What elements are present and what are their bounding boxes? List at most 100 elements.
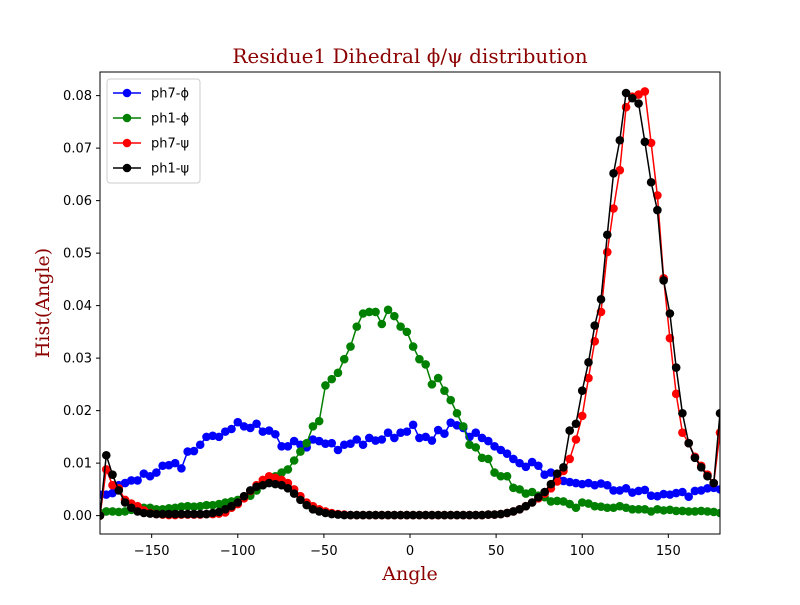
data-point — [252, 419, 261, 429]
data-point — [527, 487, 537, 497]
data-point — [684, 492, 693, 502]
data-point — [289, 436, 299, 446]
data-point — [283, 465, 293, 474]
data-point — [396, 322, 405, 331]
data-point — [383, 305, 393, 315]
data-point — [477, 510, 487, 520]
data-point — [127, 476, 136, 485]
legend: ph7-ϕ ph1-ϕ ph7-ψ ph1-ψ — [106, 78, 201, 184]
data-point — [421, 360, 430, 369]
data-point — [127, 503, 136, 513]
x-tick-label: 50 — [488, 544, 505, 559]
data-point — [440, 386, 449, 395]
data-point — [502, 471, 512, 481]
data-point — [296, 495, 305, 505]
data-point — [565, 454, 575, 464]
data-point — [490, 468, 499, 477]
data-point — [433, 373, 443, 383]
data-point — [715, 485, 720, 494]
data-point — [214, 432, 224, 442]
data-point — [402, 327, 412, 337]
data-point — [283, 442, 293, 451]
data-point — [346, 439, 355, 449]
data-point — [590, 501, 600, 511]
data-point — [615, 135, 625, 145]
data-point — [678, 487, 687, 497]
data-point — [170, 509, 180, 519]
data-point — [108, 507, 117, 516]
data-point — [671, 389, 681, 399]
data-point — [671, 506, 681, 516]
data-point — [665, 309, 675, 318]
data-point — [703, 471, 712, 481]
data-point — [145, 471, 155, 481]
data-point — [465, 510, 474, 520]
data-point — [302, 500, 311, 510]
data-point — [609, 204, 618, 213]
data-point — [415, 354, 424, 364]
data-point — [571, 419, 581, 429]
y-tick-label: 0.00 — [63, 509, 92, 524]
data-point — [346, 342, 355, 351]
data-point — [446, 395, 456, 405]
data-point — [158, 509, 167, 519]
data-point — [596, 295, 606, 304]
data-point — [602, 230, 612, 240]
data-point — [339, 354, 349, 364]
data-point — [659, 506, 668, 515]
data-point — [314, 416, 324, 426]
data-point — [427, 510, 437, 520]
data-point — [390, 433, 399, 443]
data-point — [546, 497, 556, 506]
data-point — [515, 485, 524, 494]
data-point — [690, 486, 700, 496]
data-point — [602, 247, 612, 257]
data-point — [546, 479, 556, 489]
data-point — [283, 484, 293, 493]
series-ph1-ψ — [100, 88, 720, 520]
legend-item: ph1-ψ — [113, 162, 189, 177]
data-point — [577, 386, 587, 395]
data-point — [490, 442, 499, 451]
data-point — [189, 502, 199, 512]
data-point — [552, 496, 562, 506]
data-point — [634, 505, 643, 514]
data-point — [358, 510, 368, 520]
data-point — [189, 446, 199, 456]
data-point — [621, 88, 631, 98]
data-point — [590, 321, 600, 330]
data-point — [471, 428, 481, 437]
data-point — [114, 486, 124, 495]
data-point — [696, 463, 706, 472]
data-point — [559, 463, 568, 472]
x-tick-label: −50 — [310, 544, 337, 559]
data-point — [227, 501, 236, 511]
x-tick-label: −100 — [220, 544, 256, 559]
data-point — [584, 358, 593, 367]
data-point — [183, 509, 192, 519]
data-point — [195, 509, 205, 519]
data-point — [183, 501, 192, 511]
data-point — [114, 507, 124, 517]
data-point — [408, 342, 418, 351]
y-tick-label: 0.04 — [63, 299, 92, 314]
data-point — [452, 510, 462, 520]
data-point — [602, 503, 612, 513]
axes: −150 −100 −50 0 50 100 150 0.00 0.01 0.02 0.03 0.04… — [63, 89, 681, 559]
data-point — [101, 507, 111, 516]
data-point — [327, 509, 337, 519]
data-point — [534, 461, 543, 471]
data-point — [621, 484, 631, 493]
data-point — [690, 453, 700, 463]
data-point — [177, 509, 186, 519]
data-point — [377, 510, 387, 520]
data-point — [371, 307, 380, 317]
data-point — [483, 454, 493, 464]
data-point — [684, 438, 693, 448]
data-point — [703, 484, 712, 493]
series-line — [100, 308, 720, 514]
y-axis-label: Hist(Angle) — [32, 248, 54, 358]
data-point — [164, 509, 174, 519]
data-point — [352, 510, 362, 520]
data-point — [239, 491, 249, 501]
